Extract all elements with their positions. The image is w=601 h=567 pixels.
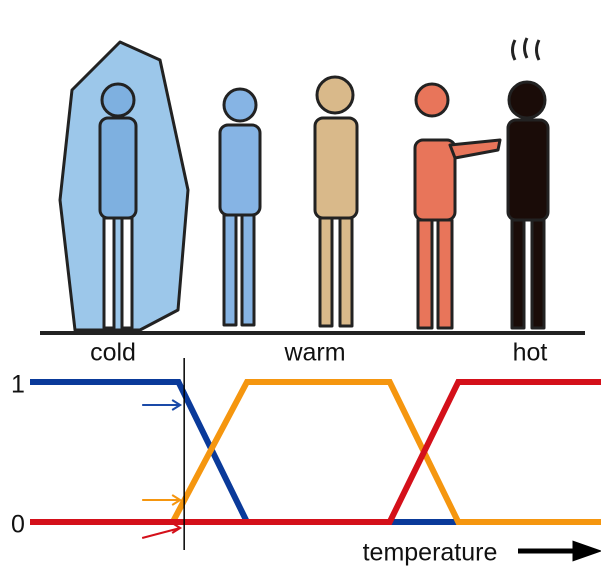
x-axis-label: temperature	[363, 539, 498, 567]
cartoon	[40, 37, 585, 335]
y-tick-label: 1	[11, 371, 25, 399]
series-line	[30, 379, 601, 525]
axis-arrow	[518, 540, 601, 562]
label: warm	[283, 339, 345, 367]
plot	[30, 358, 601, 550]
arrow	[142, 399, 183, 411]
arrow	[142, 494, 183, 506]
series-line	[30, 379, 601, 525]
label: hot	[513, 339, 548, 367]
series-line	[30, 379, 601, 525]
label: cold	[90, 339, 136, 367]
y-tick-label: 0	[11, 511, 25, 539]
arrow	[141, 522, 183, 539]
